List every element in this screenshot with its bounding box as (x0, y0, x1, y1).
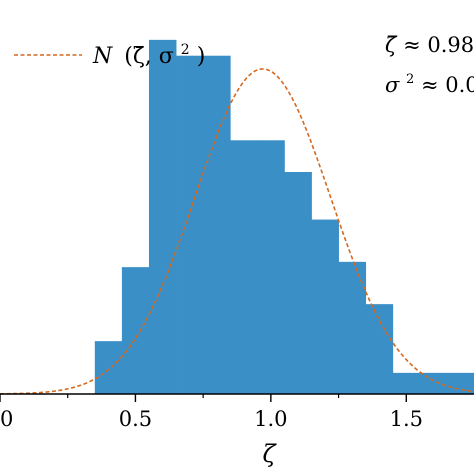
x-tick-label: 1.0 (254, 407, 287, 431)
histogram-bar (94, 341, 123, 394)
normal-fit-curve (0, 68, 474, 395)
legend-label: N (ζ̄, σ 2 ) (92, 35, 205, 69)
annotation-variance-symbol: σ (385, 73, 400, 97)
x-axis-label: ζ (262, 440, 277, 468)
histogram-bar (338, 261, 367, 394)
histogram-bar (284, 172, 312, 394)
annotation-mean: ζ̄ ≈ 0.98 (385, 33, 474, 57)
histogram-bar (257, 140, 285, 394)
x-tick-label: 0.5 (119, 407, 152, 431)
annotation-variance: σ 2 ≈ 0.0 (385, 64, 474, 97)
x-axis-ticks: 0 0.5 1.0 1.5 (0, 394, 423, 431)
histogram-bar (176, 55, 204, 394)
histogram-bars (94, 39, 474, 394)
annotation-variance-value: ≈ 0.0 (421, 73, 474, 97)
annotation-mean-symbol: ζ̄ (385, 33, 398, 57)
histogram-bar (446, 372, 474, 394)
legend-label-n: N (92, 44, 113, 69)
histogram-bar (419, 372, 448, 394)
x-tick-label: 1.5 (390, 407, 423, 431)
histogram-bar (311, 219, 339, 394)
histogram-bar (148, 39, 177, 394)
annotation-mean-value: ≈ 0.98 (403, 33, 474, 57)
legend-label-sup: 2 (181, 42, 190, 58)
legend-label-close: ) (197, 44, 206, 69)
histogram-bar (121, 267, 150, 394)
annotation-variance-sup: 2 (406, 72, 414, 87)
x-tick-label: 0 (0, 407, 13, 431)
legend-label-args: (ζ̄, σ (124, 44, 174, 69)
histogram-bar (365, 304, 394, 394)
histogram-bar (230, 140, 258, 394)
histogram-bar (203, 55, 231, 394)
histogram-bar (392, 372, 421, 394)
